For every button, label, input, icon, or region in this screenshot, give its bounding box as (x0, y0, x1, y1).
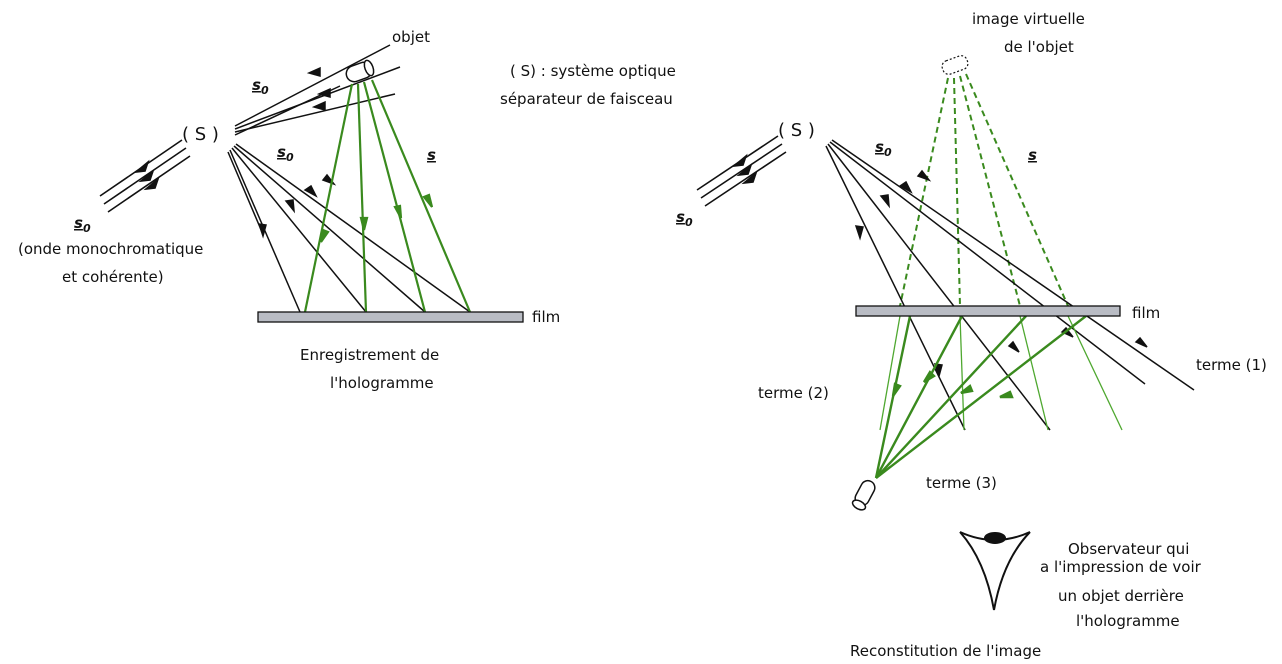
object-beams (234, 44, 401, 136)
s-virtual-label: s (1028, 146, 1037, 164)
s0-label-wave: s0 (74, 214, 91, 235)
s0-label-middle: s0 (277, 143, 294, 164)
s-source-label-right: ( S ) (778, 120, 815, 141)
s0-label-right-wave: s0 (676, 208, 693, 229)
film-label-left: film (532, 308, 560, 326)
recording-caption-line1: Enregistrement de (300, 346, 439, 364)
film-plate-right (855, 305, 1121, 317)
observer-line2: a l'impression de voir (1040, 558, 1202, 576)
s0-label-right-beams: s0 (875, 138, 892, 159)
virtual-image (941, 55, 969, 75)
wave-desc-line1: (onde monochromatique (18, 240, 203, 258)
s0-label-upper: s0 (252, 76, 269, 97)
objet-label: objet (392, 28, 430, 46)
virtual-image-line2: de l'objet (1004, 38, 1074, 56)
observer-line4: l'hologramme (1076, 612, 1180, 630)
observer-line3: un objet derrière (1058, 587, 1184, 605)
incident-wave-right (696, 135, 787, 207)
terme2-rays (879, 315, 1123, 431)
virtual-image-line1: image virtuelle (972, 10, 1085, 28)
observer-line1: Observateur qui (1068, 540, 1189, 558)
reconstruction-panel: image virtuelle de l'objet ( S ) s0 s s0… (676, 10, 1267, 660)
reconstruction-caption: Reconstitution de l'image (850, 642, 1041, 660)
object-cylinder (345, 59, 375, 83)
terme3-rays (874, 315, 1087, 479)
reference-beams-right (825, 139, 1195, 431)
recording-panel: objet ( S) : système optique séparateur … (18, 28, 676, 392)
reference-beams-left (227, 143, 471, 313)
film-label-right: film (1132, 304, 1160, 322)
virtual-rays (899, 73, 1069, 307)
system-label-line2: séparateur de faisceau (500, 90, 673, 108)
film-plate-left (257, 311, 524, 323)
wave-desc-line2: et cohérente) (62, 268, 164, 286)
real-image-cylinder (851, 479, 876, 511)
eye-icon (959, 531, 1031, 611)
terme1-label: terme (1) (1196, 356, 1267, 374)
s-object-label: s (427, 146, 436, 164)
system-label-line1: ( S) : système optique (510, 62, 676, 80)
recording-caption-line2: l'hologramme (330, 374, 434, 392)
incident-wave-left (99, 139, 191, 213)
s-source-label: ( S ) (182, 124, 219, 145)
terme2-label: terme (2) (758, 384, 829, 402)
object-wave-green (303, 79, 472, 313)
terme3-label: terme (3) (926, 474, 997, 492)
